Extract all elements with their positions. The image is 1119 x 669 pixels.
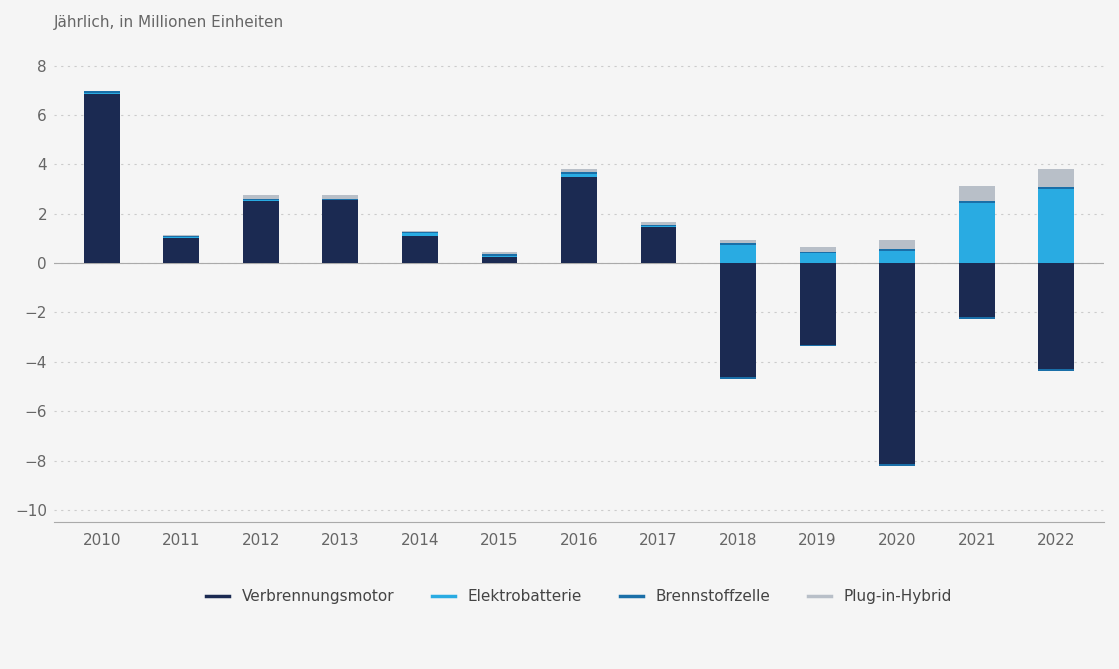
Bar [959,203,995,263]
Bar [561,177,596,263]
Bar [402,233,438,236]
Bar [800,247,836,252]
Bar [880,464,915,466]
Bar [721,245,756,263]
Bar [481,257,517,263]
Bar [721,377,756,379]
Bar [640,225,676,226]
Bar [561,169,596,172]
Bar [959,201,995,203]
Bar [163,235,199,236]
Bar [640,226,676,227]
Bar [880,251,915,263]
Bar [721,263,756,377]
Bar [481,256,517,257]
Bar [880,263,915,464]
Bar [322,199,358,200]
Bar [84,91,120,93]
Bar [402,236,438,263]
Bar [481,252,517,254]
Bar [243,200,279,201]
Bar [721,243,756,245]
Bar [243,201,279,263]
Bar [163,237,199,238]
Bar [959,263,995,317]
Bar [1038,369,1074,371]
Legend: Verbrennungsmotor, Elektrobatterie, Brennstoffzelle, Plug-in-Hybrid: Verbrennungsmotor, Elektrobatterie, Bren… [200,583,958,610]
Bar [163,238,199,263]
Bar [1038,187,1074,189]
Bar [402,231,438,232]
Bar [481,254,517,256]
Bar [640,222,676,225]
Bar [880,249,915,251]
Bar [880,240,915,249]
Bar [322,195,358,199]
Bar [243,195,279,199]
Bar [800,254,836,263]
Bar [959,317,995,319]
Bar [561,172,596,174]
Bar [1038,263,1074,369]
Bar [561,174,596,177]
Bar [163,236,199,237]
Bar [322,200,358,263]
Bar [800,263,836,345]
Bar [800,252,836,254]
Bar [1038,169,1074,187]
Bar [800,345,836,346]
Bar [84,93,120,94]
Bar [402,232,438,233]
Text: Jährlich, in Millionen Einheiten: Jährlich, in Millionen Einheiten [54,15,284,30]
Bar [640,227,676,263]
Bar [959,186,995,201]
Bar [84,94,120,263]
Bar [1038,189,1074,263]
Bar [243,199,279,200]
Bar [721,240,756,243]
